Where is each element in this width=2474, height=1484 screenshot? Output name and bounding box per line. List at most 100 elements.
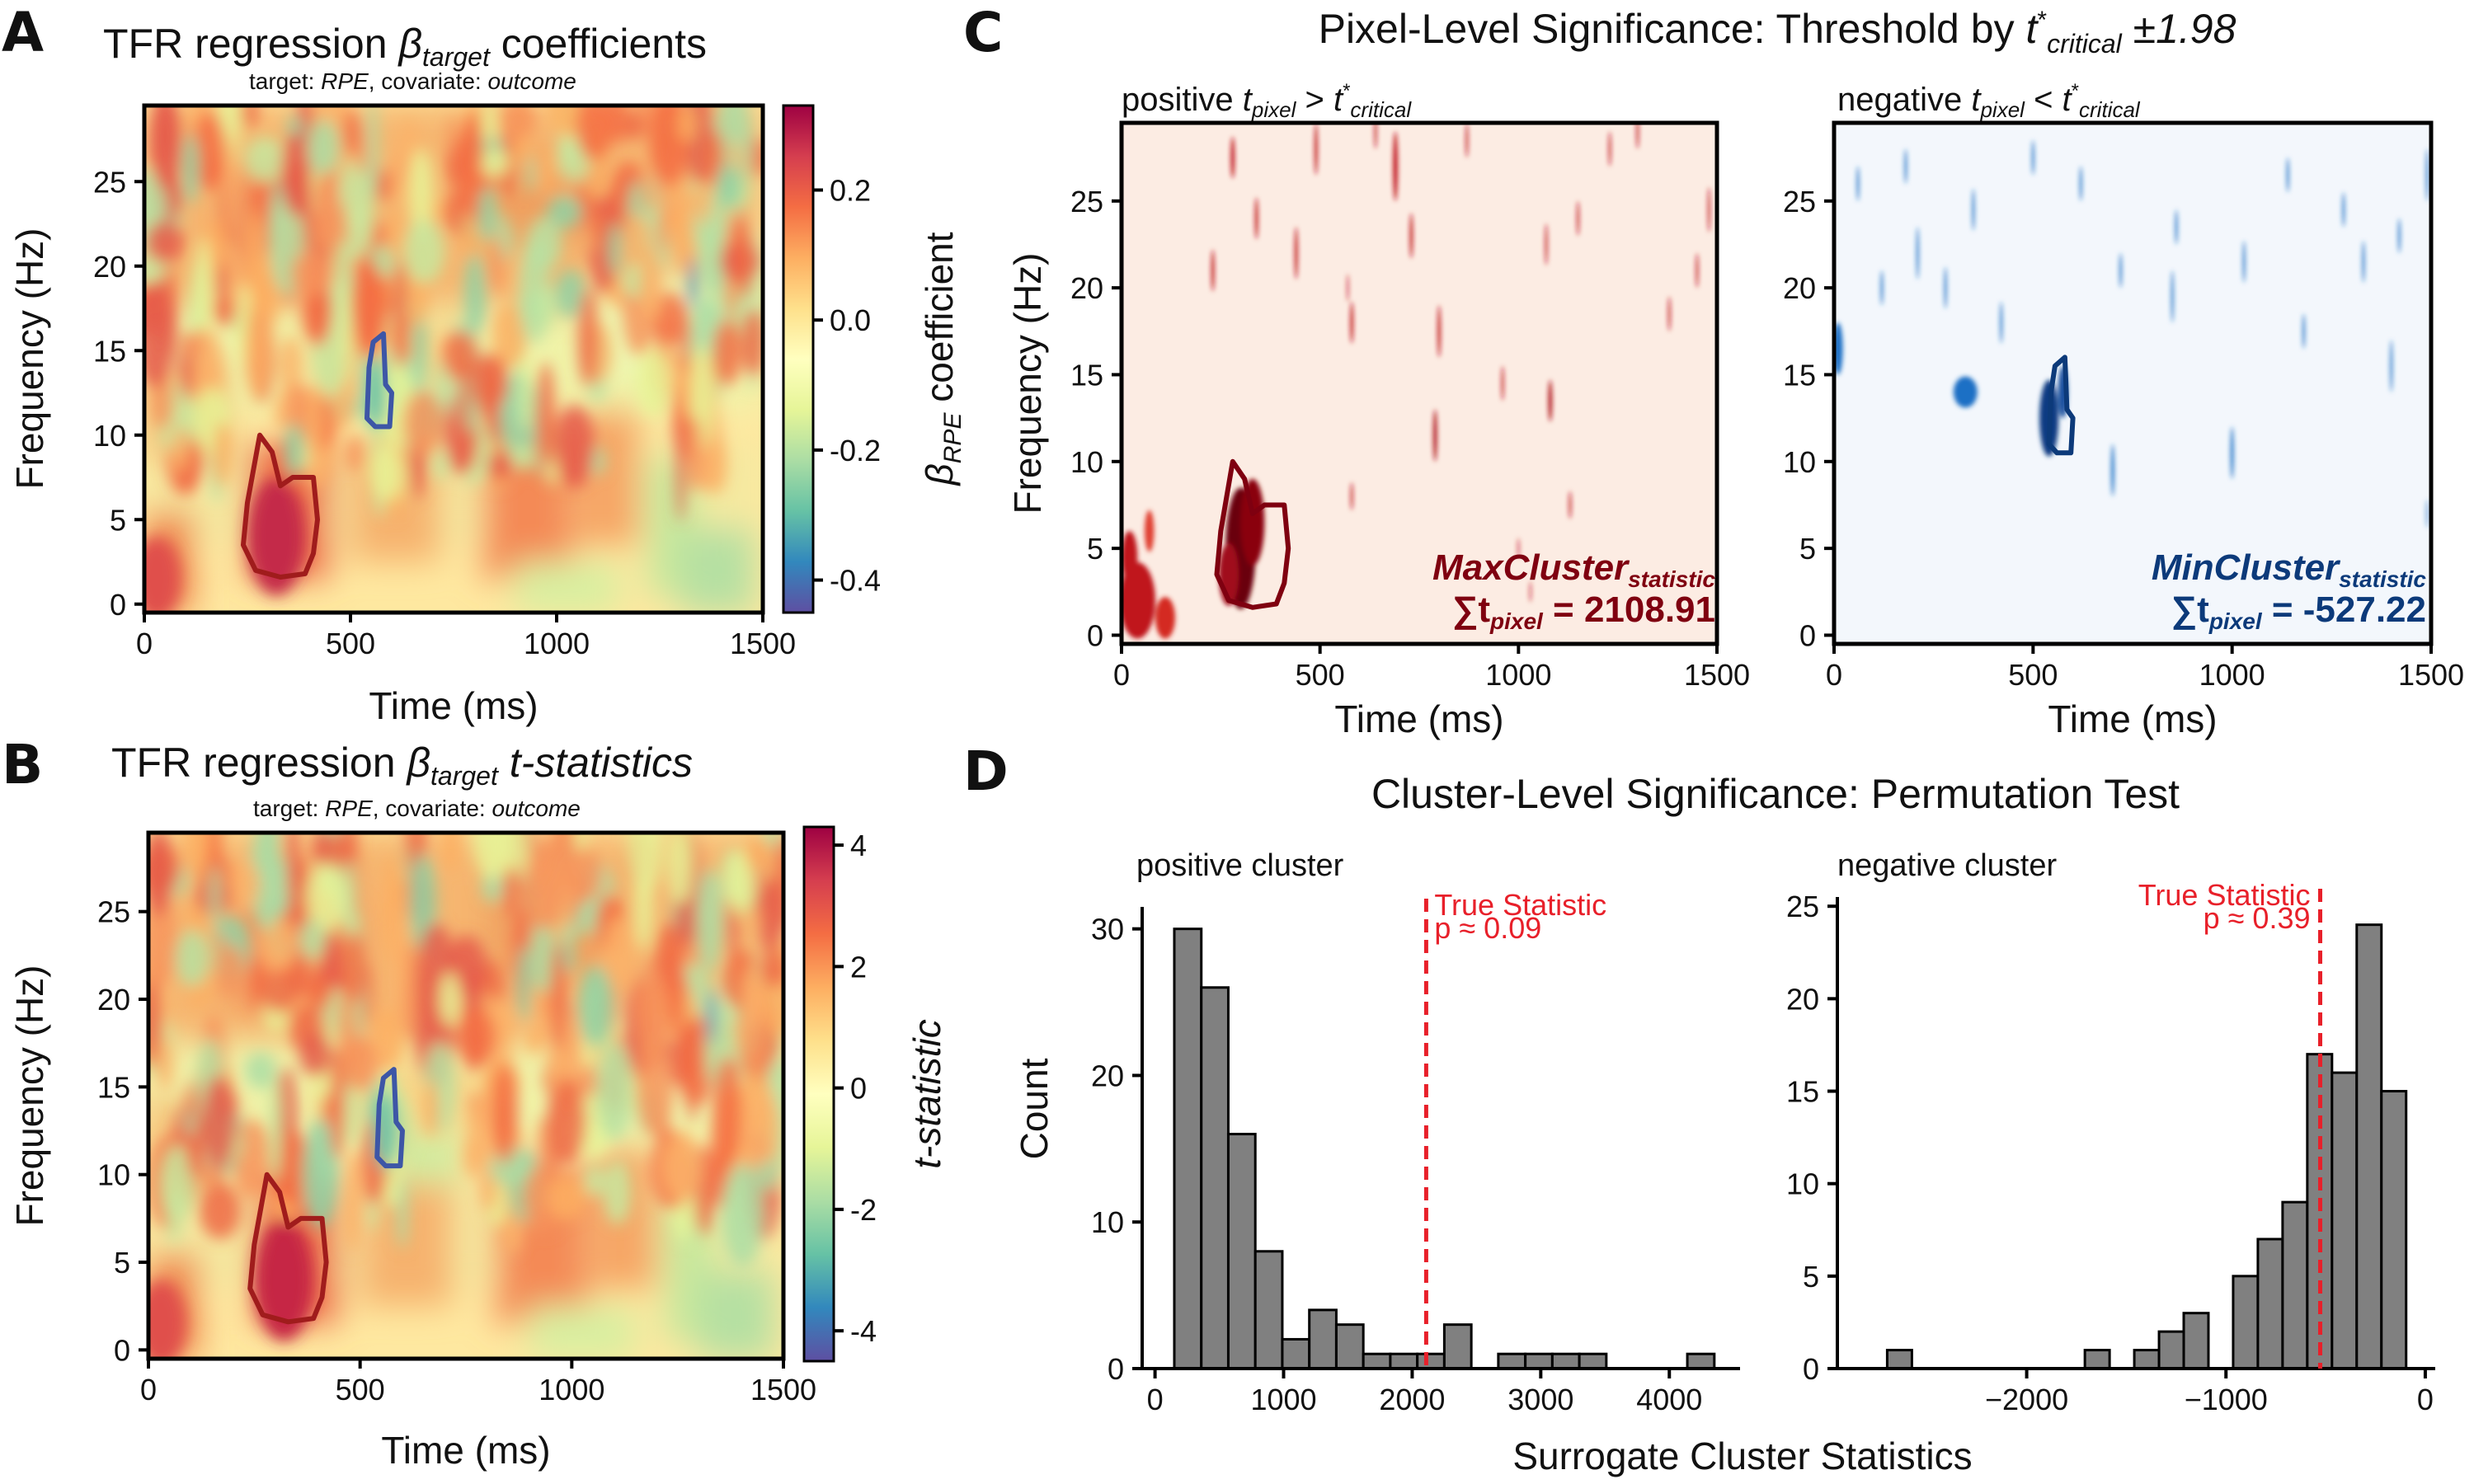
x-tick-label: 3000 [1507, 1383, 1573, 1416]
texture-streak [261, 972, 298, 1013]
cluster-blob-positive [254, 1218, 314, 1341]
x-tick-label: 1000 [524, 627, 590, 660]
colorbar-tick-label: 0.2 [830, 174, 871, 208]
texture-streak [458, 1007, 496, 1068]
texture-streak [241, 106, 258, 129]
x-tick-label: 0 [1826, 658, 1842, 692]
texture-streak [578, 965, 614, 1048]
axes-frame-c-positive [1119, 120, 1719, 646]
texture-streak [366, 106, 379, 202]
texture-streak [182, 134, 200, 204]
y-tick-label: 20 [1091, 1059, 1124, 1092]
texture-streak [369, 444, 403, 501]
y-tick-label: 10 [1783, 445, 1816, 479]
field-blob [515, 561, 618, 613]
panel-a-subtitle: target: RPE, covariate: outcome [249, 68, 576, 94]
x-tick-label: 1500 [750, 1373, 816, 1407]
texture-streak [463, 120, 484, 188]
significant-pixel [1211, 249, 1215, 292]
texture-streak [713, 1055, 742, 1169]
texture-streak [223, 946, 244, 993]
negative-cluster-contour [2046, 355, 2076, 456]
significant-pixel [1254, 197, 1258, 240]
texture-streak [268, 1074, 282, 1182]
texture-streak [566, 848, 603, 902]
significant-pixel [2362, 241, 2365, 283]
histogram-bar [1389, 1352, 1419, 1370]
x-tick-label: 500 [336, 1373, 385, 1407]
axes-a: 0 500 1000 1500 0 5 10 15 20 25 [93, 165, 796, 660]
y-tick-label: 20 [93, 250, 126, 284]
texture-streak [402, 390, 444, 457]
texture-streak [209, 864, 220, 927]
significant-pixel [1393, 131, 1399, 201]
texture-streak [595, 1042, 633, 1141]
significant-pixel [1501, 365, 1504, 402]
x-tick-label: 500 [1296, 658, 1345, 692]
y-tick-label: 0 [1108, 1352, 1124, 1386]
histogram-bar [1686, 1352, 1716, 1370]
axes-frame-a [142, 103, 765, 615]
texture-streak [423, 1079, 440, 1137]
colorbar-tick-label: 0 [850, 1072, 867, 1106]
texture-streak [530, 918, 556, 993]
texture-streak [635, 963, 668, 1061]
x-axis-label-c-negative: Time (ms) [2048, 697, 2217, 740]
y-axis-label-b: Frequency (Hz) [8, 965, 51, 1227]
texture-streak [226, 134, 236, 233]
panel-c-title: Pixel-Level Significance: Threshold by t… [1319, 6, 2236, 59]
y-tick-label: 20 [1070, 271, 1103, 305]
y-axis-label-a: Frequency (Hz) [8, 228, 51, 490]
texture-streak [657, 210, 668, 253]
y-tick-label: 25 [97, 895, 130, 929]
colorbar-tick-label: -0.2 [830, 434, 881, 467]
y-tick-label: 0 [110, 588, 126, 622]
x-tick-label: 0 [136, 627, 153, 660]
texture-streak [390, 210, 403, 265]
significant-pixel [2302, 313, 2305, 349]
texture-streak [666, 934, 685, 1033]
x-tick-label: 1500 [2398, 658, 2464, 692]
texture-streak [492, 303, 527, 369]
y-axis-label-c: Frequency (Hz) [1006, 253, 1049, 514]
significant-pixel [2171, 270, 2174, 323]
texture-streak [201, 1075, 237, 1169]
x-tick-label: −2000 [1985, 1383, 2068, 1416]
colorbar-ticks-a: 0.2 0.0 -0.2 -0.4 [813, 174, 881, 598]
histogram-bar [1578, 1352, 1608, 1370]
colorbar-ticks-b: 4 2 0 -2 -4 [834, 829, 877, 1348]
map-background [1834, 123, 2431, 644]
texture-streak [280, 132, 311, 217]
significant-pixel [1916, 227, 1919, 279]
max-cluster-label: MaxClusterstatistic [1432, 547, 1715, 592]
panel-a: A TFR regression βtarget coefficients ta… [2, 1, 967, 727]
texture-streak [459, 357, 468, 467]
significant-pixel [1545, 223, 1548, 265]
texture-streak [477, 186, 497, 242]
significant-pixel [2000, 301, 2003, 344]
positive-threshold-label: positive tpixel > t*critical [1122, 80, 1412, 122]
positive-cluster-contour [1214, 458, 1291, 610]
texture-streak [306, 863, 347, 933]
texture-streak [148, 833, 173, 917]
axes-b: 0 500 1000 1500 0 5 10 15 20 25 [97, 895, 816, 1407]
panel-a-title: TFR regression βtarget coefficients [103, 21, 707, 72]
negative-threshold-map [1834, 123, 2431, 644]
significant-pixel [1953, 376, 1978, 408]
x-tick-label: 0 [140, 1373, 157, 1407]
significant-pixel [1529, 581, 1531, 603]
significant-pixel [2425, 148, 2429, 201]
texture-streak [233, 1119, 272, 1199]
p-value-label: p ≈ 0.39 [2204, 901, 2311, 935]
significant-pixel [1144, 510, 1155, 552]
texture-streak [195, 237, 212, 340]
texture-streak [228, 248, 240, 312]
histogram-bar [2380, 1090, 2408, 1370]
texture-streak [355, 120, 369, 176]
colorbar-tick-label: -2 [850, 1193, 877, 1227]
y-tick-label: 0 [1803, 1352, 1819, 1386]
texture-streak [547, 195, 583, 229]
significant-pixel [2397, 218, 2401, 253]
texture-streak [159, 1144, 195, 1222]
